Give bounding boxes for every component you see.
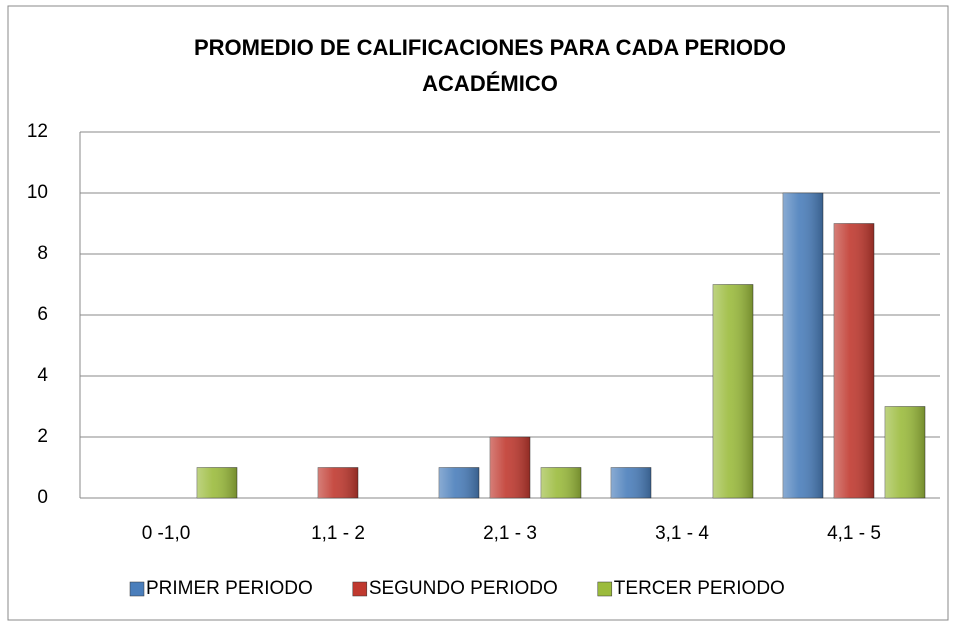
x-tick-label: 2,1 - 3 (483, 523, 537, 544)
bar-shine (490, 437, 530, 498)
bar-shine (611, 467, 651, 498)
legend-label: SEGUNDO PERIODO (369, 578, 558, 599)
y-tick-label: 6 (37, 304, 48, 325)
x-tick-label: 4,1 - 5 (827, 523, 881, 544)
bar-shine (439, 467, 479, 498)
bar-shine (783, 193, 823, 498)
x-tick-label: 1,1 - 2 (311, 523, 365, 544)
y-tick-label: 8 (37, 243, 48, 264)
bar-shine (885, 406, 925, 498)
bar-shine (713, 284, 753, 498)
bar-shine (541, 467, 581, 498)
x-tick-label: 3,1 - 4 (655, 523, 709, 544)
legend-swatch (597, 581, 613, 597)
y-tick-label: 2 (37, 426, 48, 447)
y-tick-label: 0 (37, 487, 48, 508)
legend-label: PRIMER PERIODO (146, 578, 313, 599)
bar-shine (834, 223, 874, 498)
bar-shine (318, 467, 358, 498)
legend-label: TERCER PERIODO (614, 578, 785, 599)
legend-swatch (352, 581, 368, 597)
x-tick-label: 0 -1,0 (142, 523, 191, 544)
y-tick-label: 12 (27, 121, 48, 142)
chart-title: PROMEDIO DE CALIFICACIONES PARA CADA PER… (194, 35, 786, 96)
legend-swatch (129, 581, 145, 597)
y-tick-label: 10 (27, 182, 48, 203)
y-tick-label: 4 (37, 365, 48, 386)
bar-shine (197, 467, 237, 498)
